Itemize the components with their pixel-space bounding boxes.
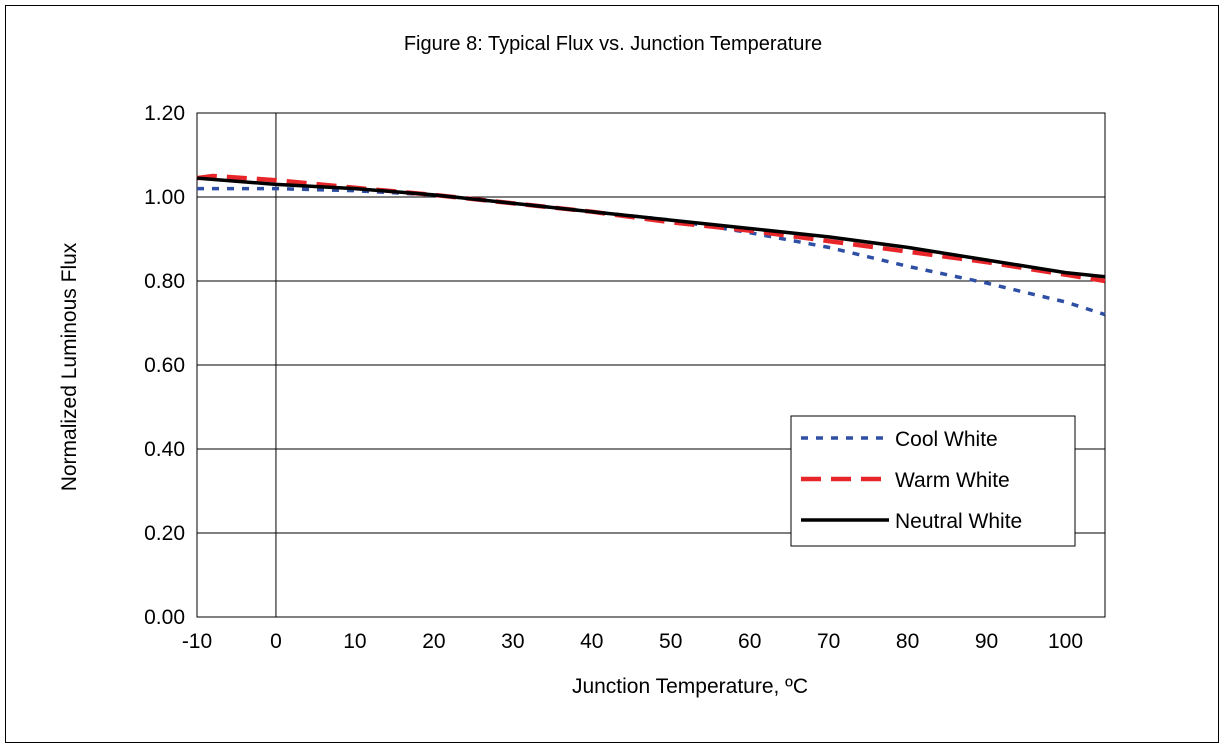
y-tick-label: 0.00 [144, 606, 185, 629]
x-tick-label: 60 [738, 630, 761, 653]
x-tick-label: 90 [975, 630, 998, 653]
y-tick-label: 0.80 [144, 270, 185, 293]
y-tick-label: 1.20 [144, 102, 185, 125]
series-line-cool-white [197, 186, 1106, 317]
x-tick-labels: -10 0 10 20 30 40 50 60 70 80 90 100 [182, 630, 1083, 653]
y-tick-label: 0.20 [144, 522, 185, 545]
legend-label: Neutral White [895, 510, 1022, 533]
y-tick-label: 0.40 [144, 438, 185, 461]
y-tick-label: 1.00 [144, 186, 185, 209]
x-axis-label: Junction Temperature, ºC [572, 675, 808, 698]
y-tick-label: 0.60 [144, 354, 185, 377]
y-axis-label: Normalized Luminous Flux [58, 242, 81, 491]
x-tick-label: 40 [580, 630, 603, 653]
legend-label: Cool White [895, 428, 998, 451]
x-tick-label: 70 [817, 630, 840, 653]
x-tick-label: 80 [896, 630, 919, 653]
x-tick-label: 30 [501, 630, 524, 653]
x-tick-label: 0 [270, 630, 282, 653]
chart-title: Figure 8: Typical Flux vs. Junction Temp… [404, 33, 822, 55]
x-tick-label: 10 [343, 630, 366, 653]
x-tick-label: 20 [422, 630, 445, 653]
series-line-neutral-white [196, 176, 1106, 279]
x-tick-label: -10 [182, 630, 212, 653]
plot-area [196, 112, 1106, 618]
legend-label: Warm White [895, 469, 1010, 492]
series-lines [196, 173, 1106, 317]
x-tick-label: 100 [1048, 630, 1083, 653]
legend: Cool White Warm White Neutral White [790, 415, 1076, 547]
x-tick-label: 50 [659, 630, 682, 653]
y-tick-labels: 0.00 0.20 0.40 0.60 0.80 1.00 1.20 [144, 102, 185, 629]
chart-frame [5, 5, 1219, 743]
